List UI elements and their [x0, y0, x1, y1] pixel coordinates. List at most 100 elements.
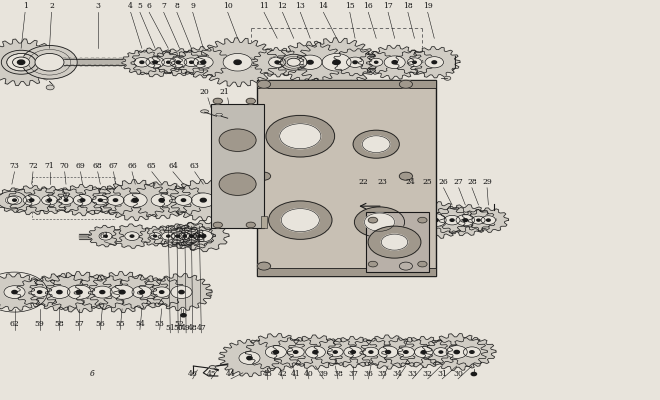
- Circle shape: [414, 346, 433, 358]
- Polygon shape: [0, 274, 45, 310]
- Circle shape: [110, 285, 134, 299]
- Text: 59: 59: [35, 320, 44, 328]
- Text: 29: 29: [482, 178, 492, 186]
- Polygon shape: [0, 188, 35, 212]
- Text: 63: 63: [190, 162, 199, 170]
- Text: 34: 34: [393, 370, 402, 378]
- Bar: [238, 59, 337, 66]
- Bar: [13, 197, 208, 203]
- Text: 61: 61: [100, 232, 109, 240]
- Text: 2: 2: [49, 2, 54, 10]
- Text: 53: 53: [155, 320, 164, 328]
- Text: 49: 49: [182, 324, 191, 332]
- Circle shape: [176, 235, 178, 237]
- Text: 65: 65: [147, 162, 156, 170]
- Circle shape: [191, 193, 215, 207]
- Circle shape: [149, 232, 161, 240]
- Polygon shape: [362, 200, 430, 241]
- Circle shape: [368, 261, 378, 267]
- Circle shape: [368, 217, 378, 223]
- Text: 67: 67: [109, 162, 118, 170]
- Text: 47: 47: [197, 324, 206, 332]
- Circle shape: [439, 351, 443, 353]
- Circle shape: [46, 85, 54, 90]
- Text: 39: 39: [319, 370, 328, 378]
- Polygon shape: [426, 334, 487, 370]
- Circle shape: [193, 56, 213, 68]
- Circle shape: [257, 172, 271, 180]
- Circle shape: [189, 235, 193, 237]
- Polygon shape: [447, 338, 496, 366]
- Circle shape: [351, 351, 356, 354]
- Circle shape: [5, 196, 18, 204]
- Polygon shape: [57, 184, 108, 216]
- Circle shape: [422, 351, 426, 354]
- Polygon shape: [150, 226, 186, 247]
- Circle shape: [223, 54, 252, 71]
- Text: 19: 19: [423, 2, 432, 10]
- Text: 42: 42: [278, 370, 287, 378]
- Polygon shape: [171, 50, 211, 74]
- Circle shape: [213, 222, 222, 228]
- Circle shape: [176, 61, 180, 64]
- Polygon shape: [151, 274, 212, 310]
- Polygon shape: [398, 336, 449, 368]
- Circle shape: [151, 194, 172, 206]
- Text: б: б: [90, 370, 95, 378]
- Circle shape: [450, 219, 454, 221]
- Circle shape: [166, 235, 170, 237]
- Text: 17: 17: [383, 2, 393, 10]
- Polygon shape: [91, 186, 140, 215]
- Polygon shape: [27, 186, 72, 214]
- Text: 1: 1: [22, 2, 28, 10]
- Circle shape: [353, 130, 399, 158]
- Polygon shape: [183, 226, 215, 246]
- Circle shape: [183, 231, 199, 241]
- Circle shape: [246, 222, 255, 228]
- Circle shape: [418, 217, 427, 223]
- Polygon shape: [409, 47, 460, 78]
- Circle shape: [471, 372, 477, 376]
- Text: 31: 31: [438, 370, 447, 378]
- Circle shape: [123, 193, 147, 207]
- Circle shape: [190, 235, 193, 237]
- Circle shape: [404, 351, 408, 353]
- Circle shape: [184, 58, 199, 67]
- Text: 66: 66: [127, 162, 137, 170]
- Text: 40: 40: [304, 370, 313, 378]
- Circle shape: [77, 290, 82, 294]
- Text: 10: 10: [223, 2, 232, 10]
- Text: 12: 12: [278, 2, 287, 10]
- Circle shape: [42, 195, 57, 205]
- Polygon shape: [253, 48, 302, 77]
- Polygon shape: [469, 208, 508, 232]
- Circle shape: [366, 218, 374, 222]
- Circle shape: [392, 61, 397, 64]
- Circle shape: [98, 199, 102, 201]
- Circle shape: [125, 232, 139, 240]
- Bar: [12, 289, 211, 295]
- Bar: [257, 80, 436, 276]
- Text: 25: 25: [423, 178, 432, 186]
- Polygon shape: [461, 210, 496, 231]
- Text: 54: 54: [135, 320, 145, 328]
- Bar: [261, 216, 267, 228]
- Polygon shape: [358, 52, 394, 73]
- Circle shape: [363, 347, 379, 357]
- Polygon shape: [219, 340, 280, 376]
- Circle shape: [189, 61, 193, 63]
- Polygon shape: [296, 38, 377, 87]
- Circle shape: [477, 219, 480, 221]
- Text: 14: 14: [319, 2, 328, 10]
- Circle shape: [313, 350, 318, 354]
- Polygon shape: [139, 226, 171, 246]
- Circle shape: [213, 98, 222, 104]
- Polygon shape: [287, 335, 344, 369]
- Polygon shape: [440, 205, 491, 236]
- Polygon shape: [395, 206, 444, 235]
- Circle shape: [23, 195, 40, 205]
- Bar: [366, 217, 482, 223]
- Circle shape: [381, 234, 408, 250]
- Circle shape: [444, 215, 460, 225]
- Text: 44: 44: [226, 370, 236, 378]
